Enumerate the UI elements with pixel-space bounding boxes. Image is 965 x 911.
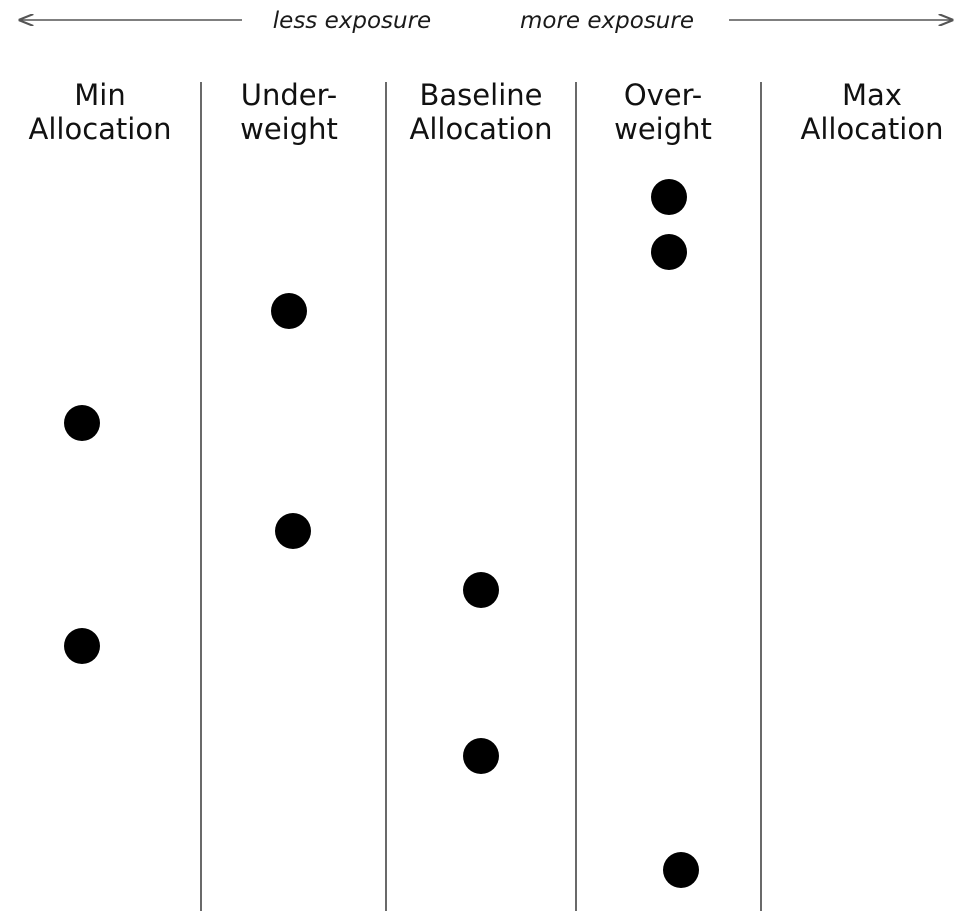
data-point-5	[275, 513, 311, 549]
less-exposure-label: less exposure	[273, 8, 431, 34]
column-label-over-line2: weight	[614, 112, 712, 146]
data-point-6	[463, 572, 499, 608]
data-point-4	[64, 405, 100, 441]
column-label-max-line1: Max	[842, 78, 902, 112]
column-label-baseline-line2: Allocation	[410, 112, 553, 146]
column-label-over-line1: Over-	[624, 78, 702, 112]
column-label-under-line1: Under-	[241, 78, 337, 112]
column-label-min-line2: Allocation	[29, 112, 172, 146]
column-label-baseline-line1: Baseline	[420, 78, 543, 112]
data-point-1	[651, 179, 687, 215]
column-label-max-line2: Allocation	[801, 112, 944, 146]
data-point-3	[271, 293, 307, 329]
column-headers: Min Allocation Under- weight Baseline Al…	[29, 78, 944, 146]
data-point-7	[64, 628, 100, 664]
column-dividers	[200, 82, 762, 911]
data-point-8	[463, 738, 499, 774]
column-label-under-line2: weight	[240, 112, 338, 146]
data-point-2	[651, 234, 687, 270]
data-point-9	[663, 852, 699, 888]
more-exposure-label: more exposure	[520, 8, 694, 34]
data-points	[64, 179, 699, 888]
column-label-min-line1: Min	[74, 78, 125, 112]
